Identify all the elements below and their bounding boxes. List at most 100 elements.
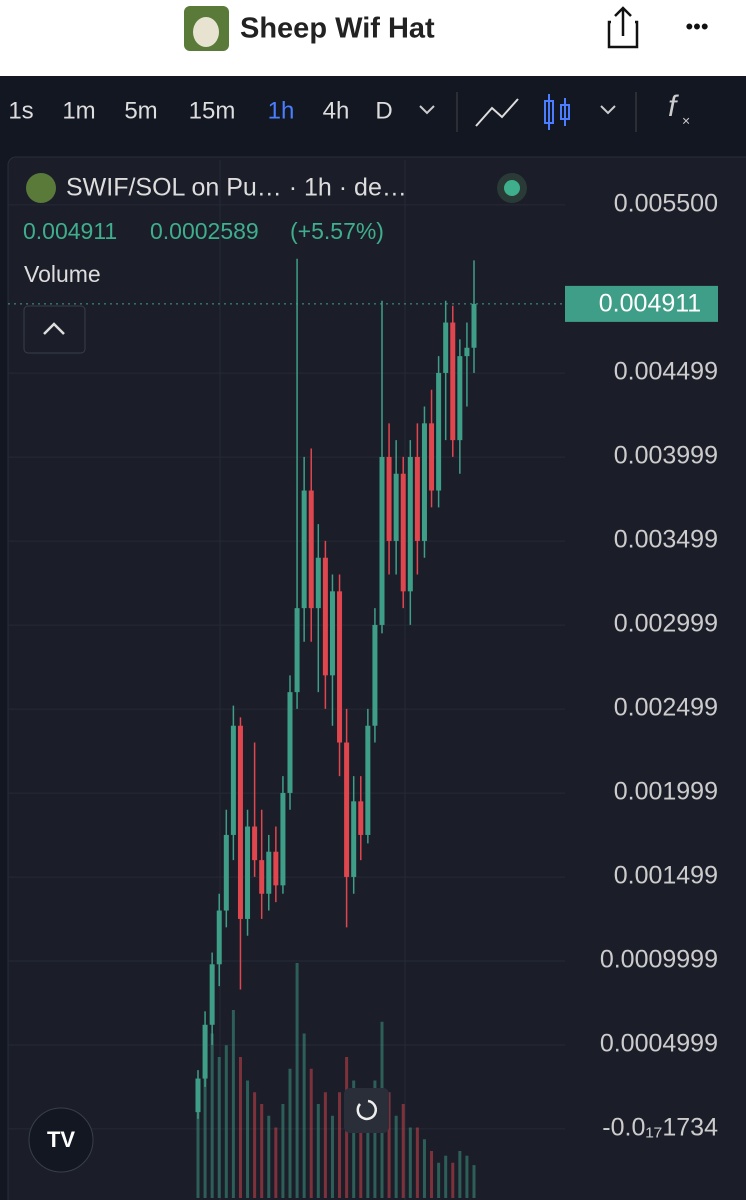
y-tick-label: 0.0009999 <box>600 946 718 974</box>
interval-button[interactable]: 1m <box>62 97 95 124</box>
candle-body <box>315 557 321 609</box>
price-badge <box>565 285 718 322</box>
volume-bar <box>458 1151 462 1198</box>
candle-body <box>245 826 251 919</box>
candle-body <box>457 356 463 441</box>
y-tick-label: 0.004499 <box>614 358 718 386</box>
more-button[interactable]: ••• <box>685 14 708 39</box>
volume-bar <box>246 1080 250 1198</box>
interval-button[interactable]: D <box>375 97 392 124</box>
candle-body <box>436 372 442 491</box>
y-tick-label: 0.003999 <box>614 442 718 470</box>
chevron[interactable] <box>600 105 616 115</box>
volume-bar <box>330 1115 334 1198</box>
candle-body <box>202 1024 208 1079</box>
candle-body <box>393 473 399 541</box>
candle-body <box>379 456 385 625</box>
volume-bar <box>196 1104 200 1198</box>
volume-bar <box>238 1057 242 1198</box>
tv-mark: TV <box>47 1127 75 1152</box>
volume-bar <box>260 1104 264 1198</box>
interval-button[interactable]: 1h <box>268 97 295 124</box>
y-tick-label: 0.002499 <box>614 694 718 722</box>
volume-bar <box>415 1127 419 1198</box>
volume-label: Volume <box>24 261 101 287</box>
fx-button[interactable]: f <box>668 90 679 123</box>
volume-bar <box>267 1115 271 1198</box>
candle-icon[interactable] <box>544 94 570 130</box>
reset-icon <box>356 1099 377 1121</box>
volume-bar <box>401 1104 405 1198</box>
candle-body <box>308 490 314 609</box>
candle-body <box>209 964 215 1025</box>
volume-bar <box>387 1092 391 1198</box>
legend-change: 0.0002589 <box>150 218 259 244</box>
volume-bar <box>302 1033 306 1198</box>
legend-icon <box>26 173 56 203</box>
volume-bar <box>203 1068 207 1198</box>
line-chart-icon[interactable] <box>475 98 519 127</box>
sheep <box>193 17 219 47</box>
candle-body <box>216 910 222 965</box>
candle-body <box>259 860 265 894</box>
caret-up <box>43 322 65 335</box>
candle-body <box>386 456 392 541</box>
volume-bar <box>408 1127 412 1198</box>
candle-body <box>230 725 236 835</box>
volume-bar <box>373 1080 377 1198</box>
interval-button[interactable]: 1s <box>8 97 33 124</box>
volume-bar <box>451 1162 455 1198</box>
candle-body <box>443 322 449 373</box>
candle-body <box>421 423 427 541</box>
volume-bar <box>444 1155 448 1198</box>
volume-bar <box>274 1127 278 1198</box>
candle-body <box>471 303 477 348</box>
plot <box>195 258 477 1198</box>
interval-button[interactable]: 15m <box>189 97 236 124</box>
volume-bar <box>316 1104 320 1198</box>
interval-button[interactable]: 4h <box>323 97 350 124</box>
candle-body <box>337 591 343 743</box>
legend-symbol: SWIF/SOL on Pu… · 1h · de… <box>66 174 407 202</box>
tv-logo[interactable] <box>28 1107 94 1173</box>
candle-body <box>344 742 350 877</box>
volume-bar <box>338 1092 342 1198</box>
y-tick-label: 0.001999 <box>614 778 718 806</box>
volume-bar <box>366 1104 370 1198</box>
status-dot <box>504 180 520 196</box>
volume-bar <box>465 1155 469 1198</box>
volume-bar <box>394 1115 398 1198</box>
y-tick-label: 0.0004999 <box>600 1030 718 1058</box>
candle-body <box>372 624 378 726</box>
header-bg <box>0 0 746 76</box>
volume-bar <box>430 1151 434 1198</box>
candle-body <box>223 834 229 911</box>
candle-body <box>400 473 406 592</box>
reset-button[interactable] <box>344 1088 389 1133</box>
candle-body <box>329 591 335 676</box>
y-tick-label: 0.001499 <box>614 862 718 890</box>
candle-body <box>294 608 300 693</box>
candle-body <box>287 692 293 793</box>
interval-button[interactable]: 5m <box>124 97 157 124</box>
volume-bar <box>231 1010 235 1198</box>
toolbar: 1s 1m 5m 15m 1h 4h D <box>8 97 392 124</box>
candle-body <box>252 826 258 861</box>
chevron[interactable] <box>419 105 435 115</box>
grid <box>8 204 565 1130</box>
price-badge-label: 0.004911 <box>599 289 701 317</box>
collapse-button[interactable] <box>23 305 86 354</box>
candle-body <box>280 792 286 886</box>
volume-bar <box>288 1068 292 1198</box>
volume-bar <box>210 1033 214 1198</box>
legend-price: 0.004911 <box>23 218 117 244</box>
share-icon[interactable] <box>607 6 639 49</box>
volume-bar <box>437 1162 441 1198</box>
legend-change-pct: (+5.57%) <box>290 218 384 244</box>
fx-x: × <box>682 113 690 129</box>
volume-bar <box>309 1068 313 1198</box>
y-tick-label: 0.003499 <box>614 526 718 554</box>
candle-body <box>273 851 279 886</box>
candle-body <box>322 557 328 676</box>
